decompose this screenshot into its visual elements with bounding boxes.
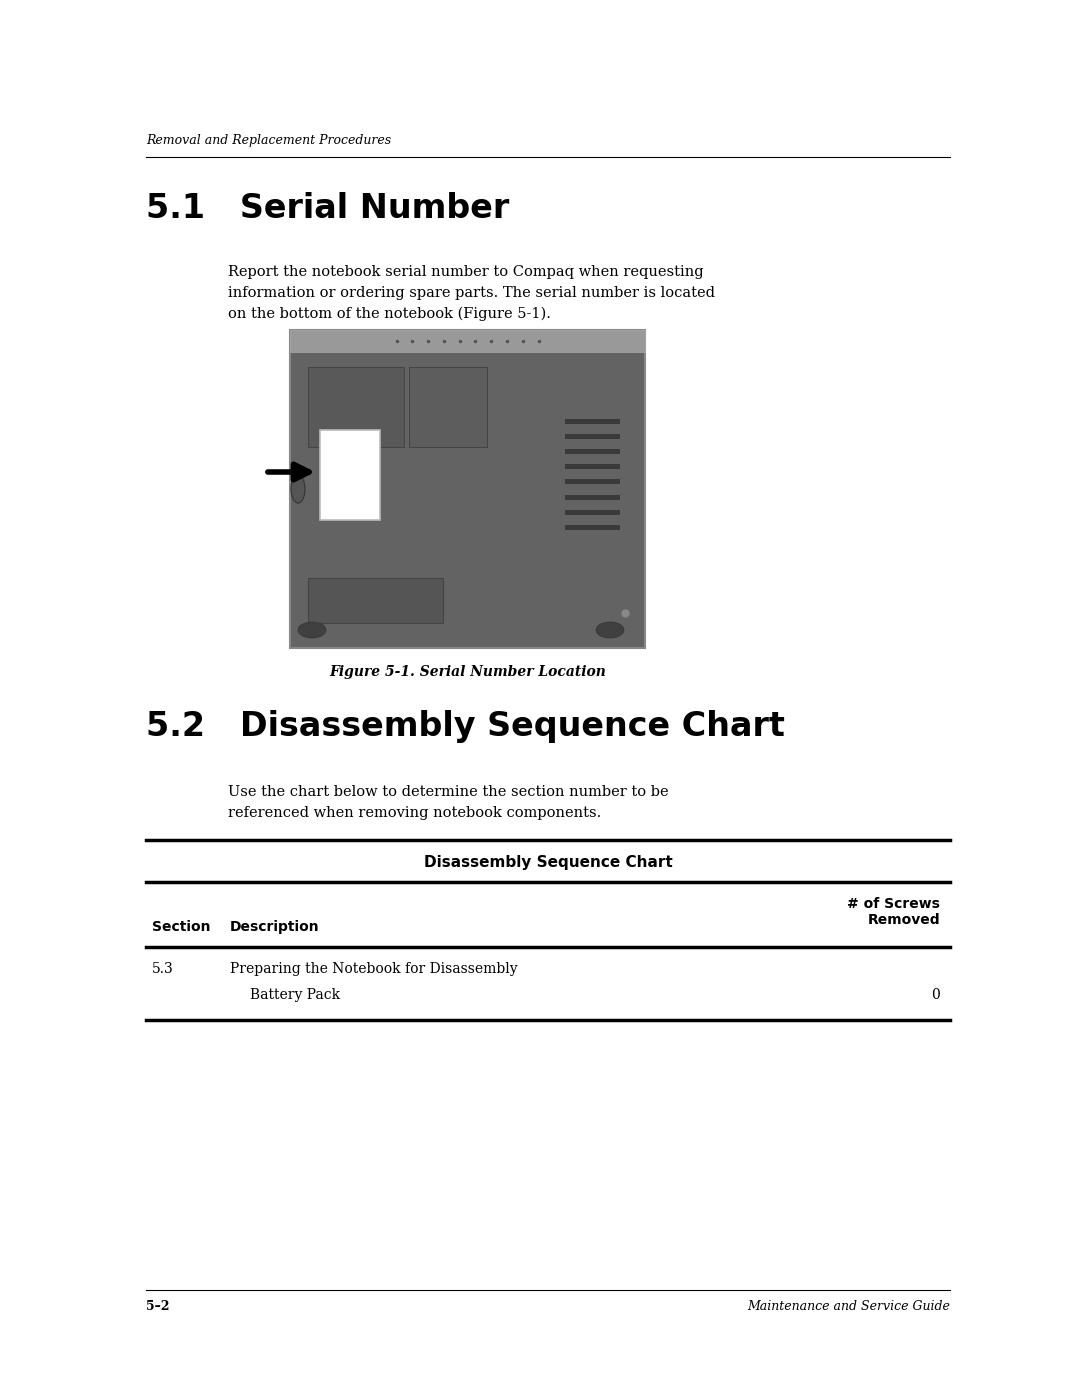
Text: Removal and Replacement Procedures: Removal and Replacement Procedures <box>146 134 391 147</box>
Bar <box>409 367 487 447</box>
Text: Preparing the Notebook for Disassembly: Preparing the Notebook for Disassembly <box>230 963 517 977</box>
Bar <box>308 578 443 623</box>
Text: 5.3: 5.3 <box>152 963 174 977</box>
Text: # of Screws: # of Screws <box>847 897 940 911</box>
Bar <box>565 510 620 514</box>
Bar <box>565 479 620 485</box>
Text: Removed: Removed <box>867 914 940 928</box>
Text: 5–2: 5–2 <box>146 1301 170 1313</box>
Bar <box>565 495 620 500</box>
Text: 5.2   Disassembly Sequence Chart: 5.2 Disassembly Sequence Chart <box>146 710 785 743</box>
Bar <box>565 419 620 425</box>
Ellipse shape <box>291 475 305 503</box>
Text: Battery Pack: Battery Pack <box>249 988 340 1002</box>
Text: Disassembly Sequence Chart: Disassembly Sequence Chart <box>423 855 673 870</box>
Bar <box>565 450 620 454</box>
Bar <box>291 330 645 648</box>
Text: Report the notebook serial number to Compaq when requesting
information or order: Report the notebook serial number to Com… <box>228 265 715 321</box>
Bar <box>565 464 620 469</box>
Bar <box>308 367 404 447</box>
Bar <box>291 330 645 352</box>
Text: Maintenance and Service Guide: Maintenance and Service Guide <box>747 1301 950 1313</box>
Text: 5.1   Serial Number: 5.1 Serial Number <box>146 191 510 225</box>
Text: Section: Section <box>152 921 211 935</box>
Text: 0: 0 <box>931 988 940 1002</box>
Text: Description: Description <box>230 921 320 935</box>
Bar <box>320 430 380 520</box>
Text: Use the chart below to determine the section number to be
referenced when removi: Use the chart below to determine the sec… <box>228 785 669 820</box>
Bar <box>565 525 620 529</box>
Bar <box>565 434 620 439</box>
Text: Figure 5-1. Serial Number Location: Figure 5-1. Serial Number Location <box>329 665 606 679</box>
Ellipse shape <box>596 622 624 638</box>
Ellipse shape <box>298 622 326 638</box>
